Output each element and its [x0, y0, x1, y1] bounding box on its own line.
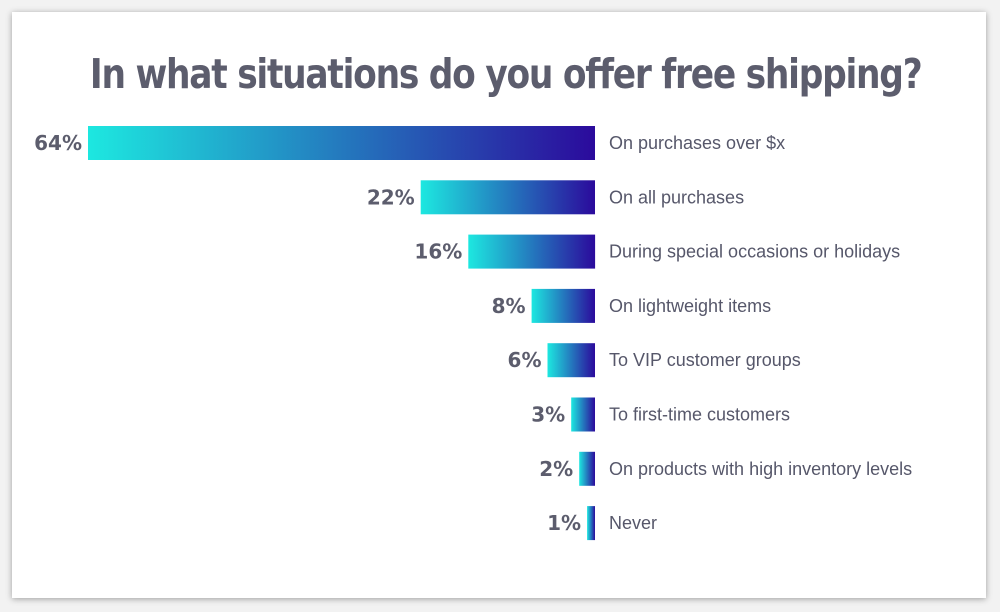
- category-label-4: On lightweight items: [609, 296, 771, 316]
- category-label-8: Never: [609, 513, 657, 533]
- value-label-5: 6%: [508, 348, 542, 372]
- bar-8: [587, 506, 595, 541]
- category-label-2: On all purchases: [609, 187, 744, 207]
- value-label-3: 16%: [414, 240, 462, 264]
- value-label-2: 22%: [367, 185, 415, 209]
- category-label-7: On products with high inventory levels: [609, 459, 912, 479]
- category-label-5: To VIP customer groups: [609, 350, 801, 370]
- chart-title: In what situations do you offer free shi…: [89, 50, 923, 98]
- bar-5: [547, 343, 595, 378]
- value-label-6: 3%: [531, 403, 565, 427]
- bar-4: [531, 288, 595, 323]
- bar-3: [468, 234, 596, 269]
- value-label-7: 2%: [539, 457, 573, 481]
- bar-7: [579, 451, 595, 486]
- value-label-1: 64%: [34, 131, 82, 155]
- bar-6: [571, 397, 595, 432]
- category-label-3: During special occasions or holidays: [609, 242, 900, 262]
- category-label-1: On purchases over $x: [609, 133, 785, 153]
- bar-1: [88, 126, 595, 160]
- value-label-4: 8%: [492, 294, 526, 318]
- category-label-6: To first-time customers: [609, 405, 790, 425]
- value-label-8: 1%: [547, 511, 581, 535]
- bar-2: [420, 180, 595, 215]
- chart-card: In what situations do you offer free shi…: [12, 12, 986, 598]
